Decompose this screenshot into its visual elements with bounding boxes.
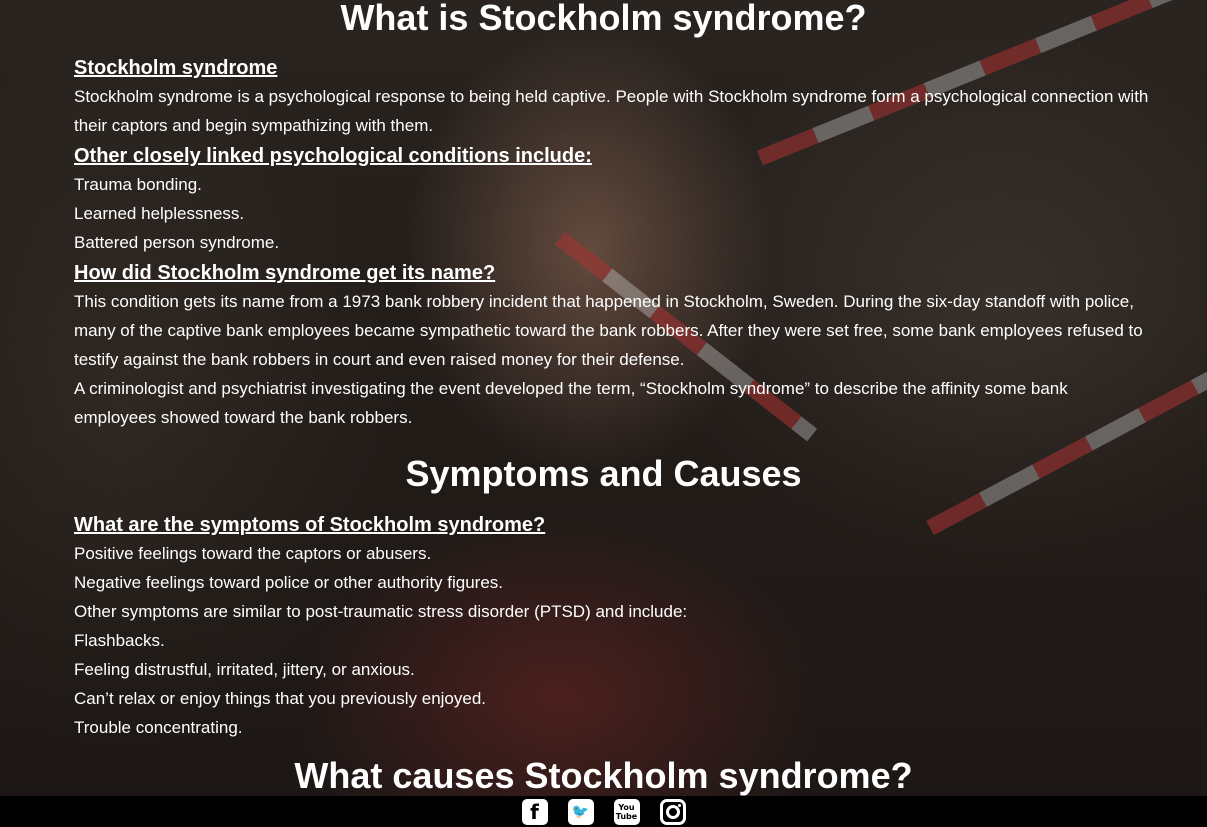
youtube-icon[interactable]: You Tube — [613, 798, 640, 825]
instagram-icon[interactable] — [659, 798, 686, 825]
list-item: Can’t relax or enjoy things that you pre… — [74, 689, 487, 708]
intro-section: Stockholm syndrome Stockholm syndrome is… — [74, 54, 1154, 432]
intro-heading: Stockholm syndrome — [74, 57, 278, 79]
footer: f 🐦 You Tube — [0, 796, 1207, 827]
list-item: Positive feelings toward the captors or … — [74, 544, 432, 563]
facebook-glyph: f — [530, 799, 539, 824]
list-item: Flashbacks. — [74, 631, 165, 650]
list-item: Trouble concentrating. — [74, 718, 243, 737]
list-item: Battered person syndrome. — [74, 233, 280, 252]
name-origin-text-2: A criminologist and psychiatrist investi… — [74, 379, 1068, 427]
instagram-dot — [677, 803, 681, 807]
instagram-lens — [665, 804, 680, 819]
name-origin-text: This condition gets its name from a 1973… — [74, 292, 1143, 369]
symptoms-causes-title: Symptoms and Causes — [405, 453, 802, 494]
causes-title: What causes Stockholm syndrome? — [294, 755, 913, 796]
twitter-glyph: 🐦 — [571, 803, 590, 820]
list-item: Other symptoms are similar to post-traum… — [74, 602, 688, 621]
symptoms-section: What are the symptoms of Stockholm syndr… — [74, 511, 1154, 742]
name-origin-heading: How did Stockholm syndrome get its name? — [74, 262, 496, 284]
intro-text: Stockholm syndrome is a psychological re… — [74, 87, 1149, 135]
list-item: Learned helplessness. — [74, 204, 245, 223]
youtube-text-top: You — [618, 802, 635, 812]
youtube-text-bottom: Tube — [615, 811, 638, 821]
conditions-heading: Other closely linked psychological condi… — [74, 145, 592, 167]
list-item: Trauma bonding. — [74, 175, 202, 194]
facebook-icon[interactable]: f — [521, 798, 548, 825]
symptoms-heading: What are the symptoms of Stockholm syndr… — [74, 514, 546, 536]
list-item: Negative feelings toward police or other… — [74, 573, 504, 592]
main-content: What is Stockholm syndrome? Stockholm sy… — [74, 0, 1154, 796]
twitter-icon[interactable]: 🐦 — [567, 798, 594, 825]
list-item: Feeling distrustful, irritated, jittery,… — [74, 660, 415, 679]
page-title: What is Stockholm syndrome? — [340, 0, 867, 38]
